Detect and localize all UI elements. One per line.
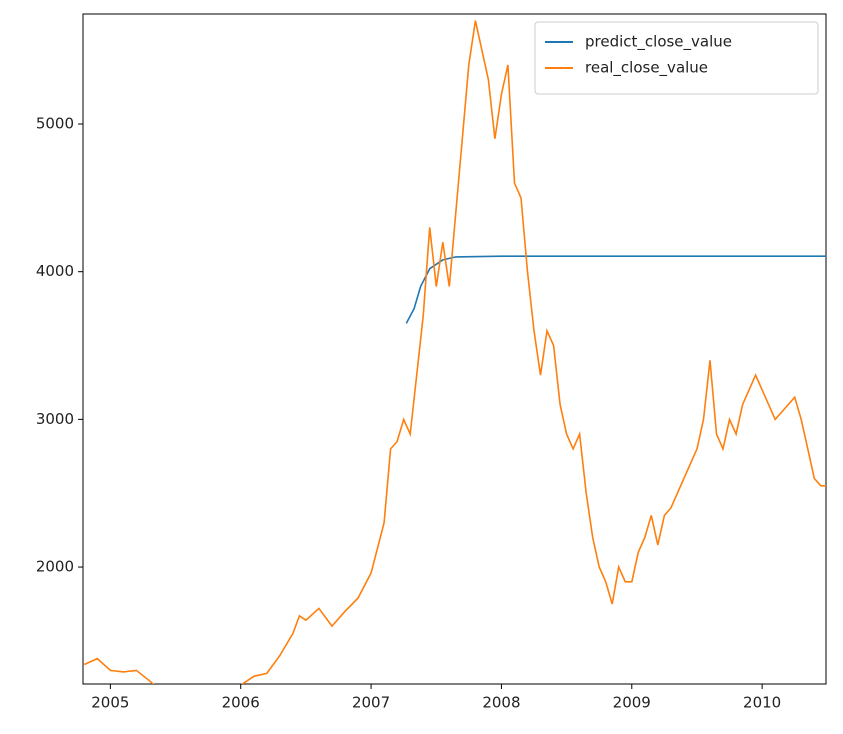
x-tick-label: 2007 bbox=[352, 694, 390, 712]
plot-lines bbox=[83, 20, 826, 684]
x-tick-label: 2006 bbox=[222, 694, 260, 712]
series-line bbox=[83, 20, 826, 684]
y-tick-label: 4000 bbox=[36, 262, 74, 280]
x-tick-label: 2005 bbox=[91, 694, 129, 712]
x-tick-label: 2009 bbox=[613, 694, 651, 712]
plot-area bbox=[82, 13, 827, 685]
x-tick-label: 2010 bbox=[743, 694, 781, 712]
legend-box bbox=[534, 21, 819, 95]
y-tick-label: 5000 bbox=[36, 115, 74, 133]
y-tick-label: 3000 bbox=[36, 410, 74, 428]
series-line bbox=[405, 255, 826, 324]
legend-label: predict_close_value bbox=[585, 33, 732, 52]
x-tick-label: 2008 bbox=[482, 694, 520, 712]
legend-label: real_close_value bbox=[585, 59, 708, 78]
y-tick-label: 2000 bbox=[36, 558, 74, 576]
